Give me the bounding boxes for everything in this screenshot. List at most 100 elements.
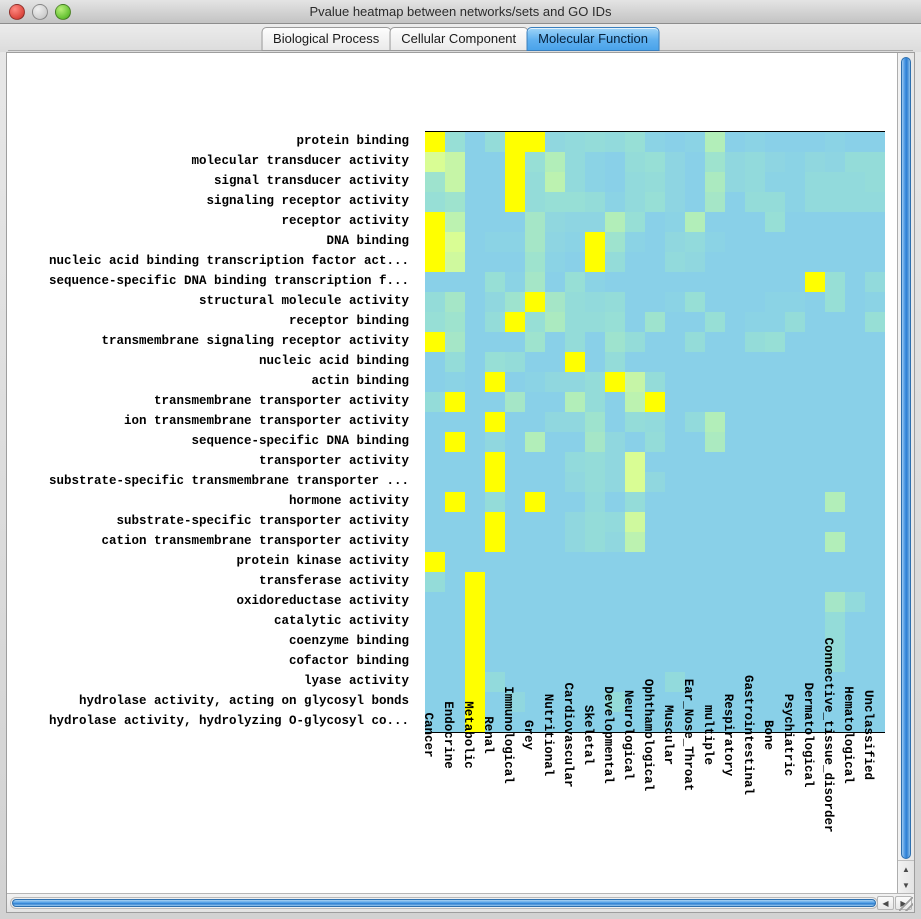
heatmap-cell[interactable]	[765, 312, 785, 332]
heatmap-cell[interactable]	[565, 232, 585, 252]
heatmap-cell[interactable]	[805, 492, 825, 512]
heatmap-cell[interactable]	[445, 512, 465, 532]
heatmap-cell[interactable]	[845, 612, 865, 632]
heatmap-cell[interactable]	[785, 572, 805, 592]
heatmap-cell[interactable]	[685, 652, 705, 672]
heatmap-cell[interactable]	[705, 352, 725, 372]
heatmap-cell[interactable]	[445, 332, 465, 352]
heatmap-cell[interactable]	[625, 532, 645, 552]
heatmap-cell[interactable]	[705, 232, 725, 252]
heatmap-cell[interactable]	[605, 312, 625, 332]
heatmap-cell[interactable]	[605, 512, 625, 532]
heatmap-cell[interactable]	[645, 632, 665, 652]
heatmap-cell[interactable]	[545, 132, 565, 152]
heatmap-cell[interactable]	[465, 712, 485, 732]
heatmap-cell[interactable]	[625, 492, 645, 512]
heatmap-cell[interactable]	[765, 432, 785, 452]
heatmap-cell[interactable]	[425, 532, 445, 552]
heatmap-cell[interactable]	[585, 712, 605, 732]
heatmap-cell[interactable]	[565, 192, 585, 212]
heatmap-cell[interactable]	[705, 492, 725, 512]
heatmap-cell[interactable]	[485, 252, 505, 272]
heatmap-cell[interactable]	[545, 712, 565, 732]
heatmap-cell[interactable]	[505, 152, 525, 172]
heatmap-cell[interactable]	[625, 252, 645, 272]
heatmap-cell[interactable]	[505, 612, 525, 632]
heatmap-cell[interactable]	[725, 532, 745, 552]
heatmap-cell[interactable]	[685, 472, 705, 492]
heatmap-cell[interactable]	[685, 292, 705, 312]
heatmap-cell[interactable]	[605, 332, 625, 352]
heatmap-cell[interactable]	[545, 432, 565, 452]
heatmap-cell[interactable]	[525, 472, 545, 492]
heatmap-cell[interactable]	[825, 692, 845, 712]
heatmap-cell[interactable]	[565, 612, 585, 632]
heatmap-cell[interactable]	[605, 172, 625, 192]
heatmap-cell[interactable]	[725, 332, 745, 352]
heatmap-cell[interactable]	[685, 572, 705, 592]
heatmap-cell[interactable]	[825, 612, 845, 632]
heatmap-cell[interactable]	[805, 672, 825, 692]
horizontal-scroll-thumb[interactable]	[12, 899, 876, 907]
heatmap-cell[interactable]	[745, 332, 765, 352]
heatmap-cell[interactable]	[865, 252, 885, 272]
heatmap-cell[interactable]	[865, 552, 885, 572]
heatmap-cell[interactable]	[785, 692, 805, 712]
heatmap-cell[interactable]	[565, 472, 585, 492]
heatmap-cell[interactable]	[845, 252, 865, 272]
heatmap-cell[interactable]	[805, 712, 825, 732]
heatmap-cell[interactable]	[865, 652, 885, 672]
heatmap-cell[interactable]	[725, 612, 745, 632]
heatmap-cell[interactable]	[725, 452, 745, 472]
heatmap-cell[interactable]	[585, 332, 605, 352]
heatmap-cell[interactable]	[805, 192, 825, 212]
heatmap-cell[interactable]	[425, 132, 445, 152]
heatmap-cell[interactable]	[425, 472, 445, 492]
heatmap-cell[interactable]	[665, 252, 685, 272]
heatmap-cell[interactable]	[525, 632, 545, 652]
heatmap-cell[interactable]	[745, 292, 765, 312]
heatmap-cell[interactable]	[485, 272, 505, 292]
heatmap-cell[interactable]	[805, 652, 825, 672]
heatmap-cell[interactable]	[465, 212, 485, 232]
heatmap-cell[interactable]	[565, 452, 585, 472]
heatmap-cell[interactable]	[585, 192, 605, 212]
heatmap-cell[interactable]	[865, 712, 885, 732]
heatmap-cell[interactable]	[805, 352, 825, 372]
heatmap-cell[interactable]	[605, 132, 625, 152]
heatmap-cell[interactable]	[785, 292, 805, 312]
heatmap-cell[interactable]	[845, 212, 865, 232]
heatmap-cell[interactable]	[465, 272, 485, 292]
heatmap-cell[interactable]	[825, 532, 845, 552]
heatmap-cell[interactable]	[865, 352, 885, 372]
heatmap-cell[interactable]	[445, 432, 465, 452]
heatmap-cell[interactable]	[785, 392, 805, 412]
heatmap-cell[interactable]	[605, 432, 625, 452]
heatmap-cell[interactable]	[545, 232, 565, 252]
heatmap-cell[interactable]	[465, 612, 485, 632]
heatmap-cell[interactable]	[645, 172, 665, 192]
heatmap-cell[interactable]	[845, 392, 865, 412]
heatmap-cell[interactable]	[845, 472, 865, 492]
heatmap-cell[interactable]	[705, 552, 725, 572]
heatmap-cell[interactable]	[545, 372, 565, 392]
heatmap-cell[interactable]	[845, 552, 865, 572]
heatmap-cell[interactable]	[625, 692, 645, 712]
heatmap-cell[interactable]	[705, 392, 725, 412]
heatmap-cell[interactable]	[545, 612, 565, 632]
heatmap-cell[interactable]	[465, 692, 485, 712]
scroll-down-icon[interactable]: ▼	[902, 880, 910, 890]
heatmap-cell[interactable]	[425, 492, 445, 512]
heatmap-cell[interactable]	[525, 652, 545, 672]
heatmap-cell[interactable]	[865, 332, 885, 352]
heatmap-cell[interactable]	[745, 232, 765, 252]
heatmap-cell[interactable]	[585, 612, 605, 632]
heatmap-cell[interactable]	[785, 612, 805, 632]
heatmap-cell[interactable]	[445, 492, 465, 512]
heatmap-cell[interactable]	[785, 372, 805, 392]
heatmap-cell[interactable]	[565, 512, 585, 532]
heatmap-cell[interactable]	[485, 652, 505, 672]
heatmap-cell[interactable]	[565, 252, 585, 272]
heatmap-cell[interactable]	[685, 512, 705, 532]
heatmap-cell[interactable]	[605, 692, 625, 712]
